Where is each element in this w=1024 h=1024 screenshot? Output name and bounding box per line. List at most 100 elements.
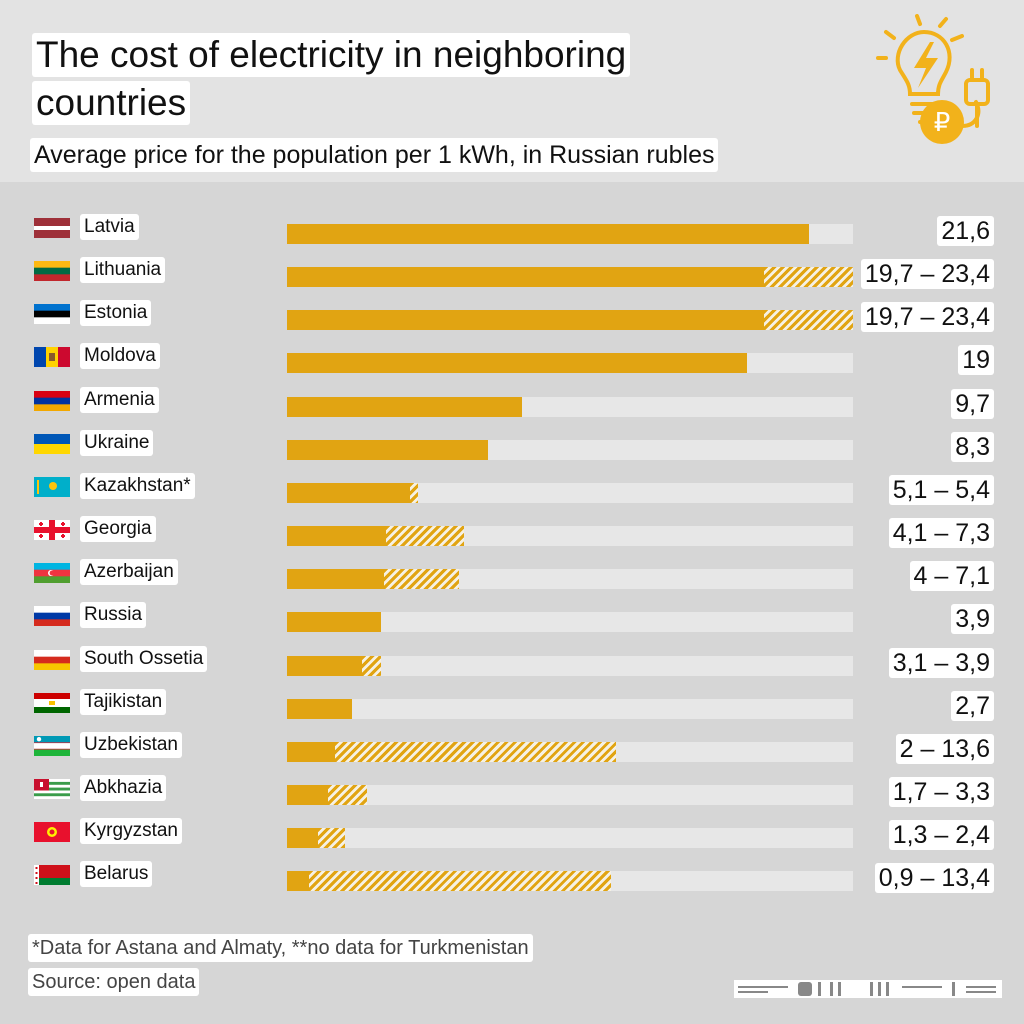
bar-row-belarus: Belarus 0,9 – 13,4 <box>0 857 1024 894</box>
tick-label-lithuania: Lithuania <box>80 257 166 284</box>
bar-row-kazakhstan: Kazakhstan* 5,1 – 5,4 <box>0 469 1024 505</box>
data-label-georgia: 4,1 – 7,3 <box>888 518 994 549</box>
tick-label-uzbekistan: Uzbekistan <box>80 731 182 758</box>
bar-min-lithuania <box>287 267 764 288</box>
data-label-estonia: 19,7 – 23,4 <box>860 302 994 333</box>
bar-track-kazakhstan <box>287 482 853 503</box>
bar-row-georgia: Georgia 4,1 – 7,3 <box>0 512 1024 549</box>
data-label-belarus: 0,9 – 13,4 <box>874 863 994 894</box>
bar-min-georgia <box>287 526 387 547</box>
bar-min-tajikistan <box>287 698 353 719</box>
kyrgyzstan-flag <box>34 822 70 843</box>
bar-min-estonia <box>287 310 764 331</box>
tick-label-south-ossetia: South Ossetia <box>80 645 208 672</box>
tick-label-moldova: Moldova <box>80 343 160 370</box>
bar-track-azerbaijan <box>287 569 853 590</box>
tajikistan-flag <box>34 692 70 713</box>
georgia-flag <box>34 520 70 541</box>
bar-min-south-ossetia <box>287 655 362 676</box>
bar-track-lithuania <box>287 267 853 288</box>
russia-flag <box>34 606 70 627</box>
bar-track-tajikistan <box>287 698 853 719</box>
data-label-latvia: 21,6 <box>937 216 994 246</box>
bar-min-kazakhstan <box>287 482 411 503</box>
data-label-moldova: 19 <box>958 345 994 376</box>
uzbekistan-flag <box>34 735 70 756</box>
bar-range-abkhazia <box>328 784 367 805</box>
bar-row-kyrgyzstan: Kyrgyzstan 1,3 – 2,4 <box>0 814 1024 851</box>
bar-min-kyrgyzstan <box>287 828 319 849</box>
bar-track-estonia <box>287 310 853 331</box>
bar-row-latvia: Latvia 21,6 <box>0 210 1024 246</box>
bar-range-kyrgyzstan <box>318 828 346 849</box>
bar-range-estonia <box>763 310 853 331</box>
tick-label-latvia: Latvia <box>80 214 139 240</box>
tick-label-kazakhstan: Kazakhstan* <box>80 472 195 499</box>
bar-track-georgia <box>287 526 853 547</box>
tick-label-kyrgyzstan: Kyrgyzstan <box>80 818 182 845</box>
bar-min-moldova <box>287 353 747 374</box>
data-label-lithuania: 19,7 – 23,4 <box>860 259 994 290</box>
kazakhstan-flag <box>34 476 70 497</box>
data-label-ukraine: 8,3 <box>951 431 994 462</box>
bar-range-lithuania <box>763 267 853 288</box>
bar-min-belarus <box>287 871 309 892</box>
south-ossetia-flag <box>34 649 70 670</box>
tick-label-azerbaijan: Azerbaijan <box>80 559 178 586</box>
bar-min-azerbaijan <box>287 569 384 590</box>
data-label-abkhazia: 1,7 – 3,3 <box>888 776 994 807</box>
data-label-russia: 3,9 <box>951 604 994 635</box>
latvia-flag <box>34 218 70 238</box>
bar-row-estonia: Estonia 19,7 – 23,4 <box>0 296 1024 333</box>
bar-row-lithuania: Lithuania 19,7 – 23,4 <box>0 253 1024 290</box>
bar-min-russia <box>287 612 382 633</box>
bar-track-uzbekistan <box>287 741 853 762</box>
bar-min-armenia <box>287 396 522 417</box>
bar-row-russia: Russia 3,9 <box>0 598 1024 635</box>
tick-label-tajikistan: Tajikistan <box>80 688 167 715</box>
bar-min-latvia <box>287 224 810 244</box>
estonia-flag <box>34 304 70 325</box>
ukraine-flag <box>34 433 70 454</box>
bar-track-kyrgyzstan <box>287 828 853 849</box>
bar-track-south-ossetia <box>287 655 853 676</box>
bar-range-south-ossetia <box>361 655 382 676</box>
bar-range-azerbaijan <box>383 569 459 590</box>
tick-label-abkhazia: Abkhazia <box>80 774 167 801</box>
bar-track-abkhazia <box>287 784 853 805</box>
bar-row-uzbekistan: Uzbekistan 2 – 13,6 <box>0 728 1024 764</box>
data-label-azerbaijan: 4 – 7,1 <box>909 561 994 592</box>
bar-row-abkhazia: Abkhazia 1,7 – 3,3 <box>0 771 1024 807</box>
bar-row-tajikistan: Tajikistan 2,7 <box>0 685 1024 721</box>
bar-min-abkhazia <box>287 784 329 805</box>
lightbulb-plug-ruble-icon: ₽ <box>876 14 990 144</box>
belarus-flag <box>34 865 70 886</box>
tick-label-russia: Russia <box>80 602 147 629</box>
chart-title-line2: countries <box>32 81 191 125</box>
data-label-tajikistan: 2,7 <box>951 690 994 721</box>
data-label-south-ossetia: 3,1 – 3,9 <box>888 647 994 678</box>
ruble-symbol: ₽ <box>934 108 951 138</box>
source-note: Source: open data <box>28 968 200 996</box>
bar-row-azerbaijan: Azerbaijan 4 – 7,1 <box>0 555 1024 592</box>
bar-min-ukraine <box>287 439 488 460</box>
bar-track-belarus <box>287 871 853 892</box>
data-label-uzbekistan: 2 – 13,6 <box>895 733 994 764</box>
data-label-kazakhstan: 5,1 – 5,4 <box>888 474 994 505</box>
bar-track-ukraine <box>287 439 853 460</box>
tick-label-georgia: Georgia <box>80 516 156 543</box>
bar-row-armenia: Armenia 9,7 <box>0 383 1024 419</box>
moldova-flag <box>34 347 70 368</box>
bar-range-kazakhstan <box>410 482 418 503</box>
data-label-armenia: 9,7 <box>951 388 994 419</box>
bar-row-south-ossetia: South Ossetia 3,1 – 3,9 <box>0 642 1024 678</box>
abkhazia-flag <box>34 778 70 799</box>
bar-range-uzbekistan <box>335 741 616 762</box>
header-panel: The cost of electricity in neighboring c… <box>0 0 1024 182</box>
bar-row-moldova: Moldova 19 <box>0 339 1024 376</box>
chart-title-line1: The cost of electricity in neighboring <box>32 33 631 77</box>
bar-min-uzbekistan <box>287 741 336 762</box>
tick-label-estonia: Estonia <box>80 300 152 327</box>
bar-range-georgia <box>386 526 464 547</box>
armenia-flag <box>34 390 70 411</box>
